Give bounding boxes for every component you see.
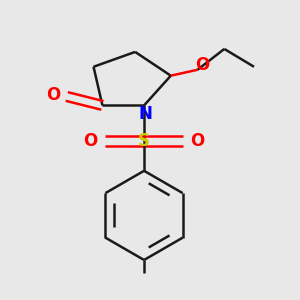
Text: O: O xyxy=(195,56,209,74)
Text: S: S xyxy=(138,132,150,150)
Text: N: N xyxy=(139,105,152,123)
Text: O: O xyxy=(83,132,98,150)
Text: O: O xyxy=(46,86,61,104)
Text: O: O xyxy=(190,132,205,150)
